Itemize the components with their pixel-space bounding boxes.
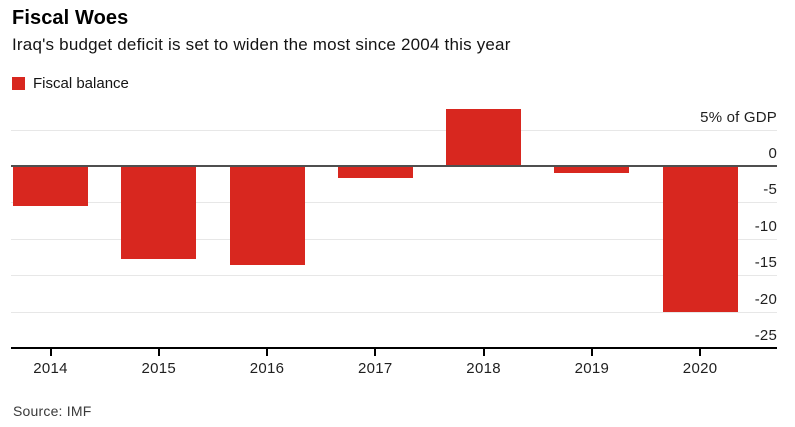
x-axis-tick bbox=[590, 349, 593, 356]
y-tick-label: -20 bbox=[754, 291, 777, 308]
x-tick-label: 2017 bbox=[358, 360, 393, 377]
bar-2017 bbox=[337, 166, 413, 178]
bar-2014 bbox=[13, 166, 88, 206]
bar-2015 bbox=[121, 166, 197, 259]
chart-subtitle: Iraq's budget deficit is set to widen th… bbox=[12, 35, 511, 54]
y-tick-label: 5% of GDP bbox=[700, 109, 777, 126]
bar-2020 bbox=[662, 166, 738, 312]
x-tick-label: 2019 bbox=[574, 360, 610, 377]
y-tick-label: -25 bbox=[754, 327, 777, 344]
y-tick-label: -5 bbox=[763, 181, 777, 198]
chart-title: Fiscal Woes bbox=[12, 7, 129, 29]
x-tick-label: 2018 bbox=[466, 360, 501, 377]
legend: Fiscal balance bbox=[12, 75, 129, 92]
legend-label: Fiscal balance bbox=[33, 75, 129, 92]
x-axis-tick bbox=[157, 349, 160, 356]
x-axis-tick bbox=[49, 349, 52, 356]
x-axis-line bbox=[11, 347, 777, 349]
gridline bbox=[11, 312, 777, 313]
bar-2016 bbox=[229, 166, 305, 265]
source-note: Source: IMF bbox=[13, 403, 92, 419]
x-axis-tick bbox=[482, 349, 485, 356]
y-tick-label: 0 bbox=[768, 145, 777, 162]
x-tick-label: 2015 bbox=[141, 360, 177, 377]
zero-gridline bbox=[11, 165, 777, 167]
x-axis-tick bbox=[699, 349, 702, 356]
x-tick-label: 2014 bbox=[33, 360, 68, 377]
x-tick-label: 2020 bbox=[682, 360, 718, 377]
legend-swatch-icon bbox=[12, 77, 25, 90]
y-tick-label: -15 bbox=[754, 254, 777, 271]
x-axis-tick bbox=[374, 349, 377, 356]
gridline bbox=[11, 202, 777, 203]
bar-2019 bbox=[554, 166, 630, 173]
bar-2018 bbox=[446, 108, 522, 166]
x-axis-tick bbox=[266, 349, 268, 356]
gridline bbox=[11, 275, 777, 276]
y-tick-label: -10 bbox=[754, 218, 777, 235]
gridline bbox=[11, 130, 777, 131]
x-tick-label: 2016 bbox=[249, 360, 285, 377]
gridline bbox=[11, 239, 777, 240]
